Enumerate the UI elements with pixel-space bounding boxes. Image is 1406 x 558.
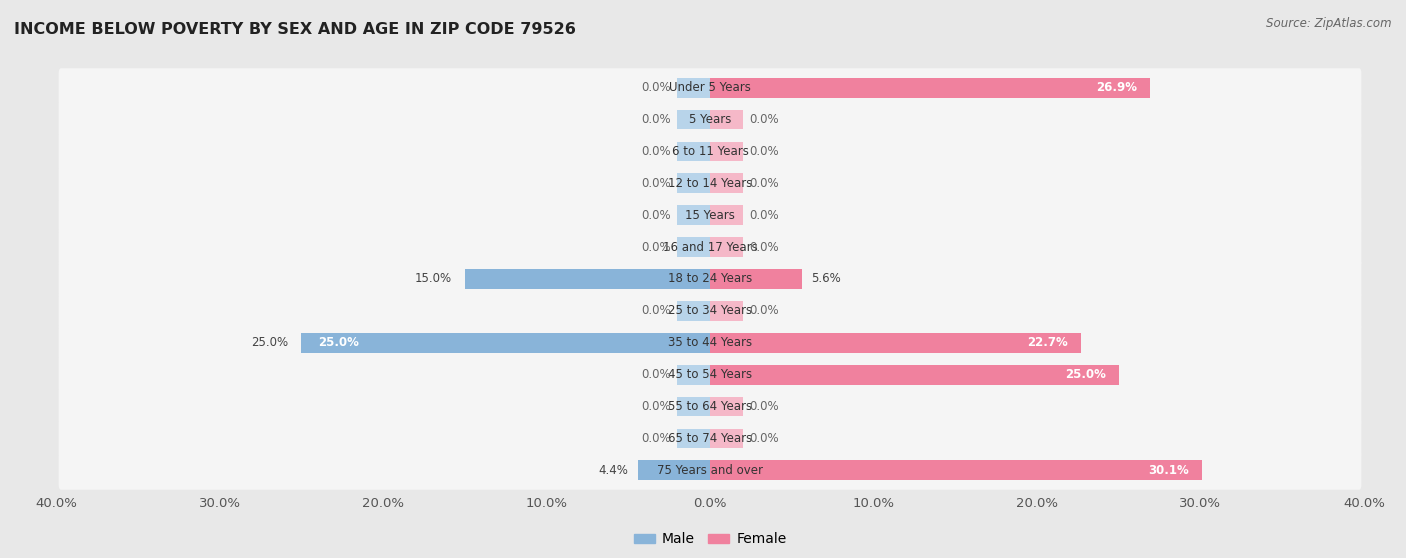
Text: 45 to 54 Years: 45 to 54 Years [668,368,752,381]
Text: Source: ZipAtlas.com: Source: ZipAtlas.com [1267,17,1392,30]
FancyBboxPatch shape [59,259,1361,299]
Text: 55 to 64 Years: 55 to 64 Years [668,400,752,413]
FancyBboxPatch shape [59,323,1361,362]
Text: 0.0%: 0.0% [749,400,779,413]
Bar [710,429,742,448]
Text: 65 to 74 Years: 65 to 74 Years [668,432,752,445]
Bar [710,205,742,225]
Text: 15 Years: 15 Years [685,209,735,222]
Text: 0.0%: 0.0% [749,304,779,318]
FancyBboxPatch shape [59,164,1361,203]
FancyBboxPatch shape [59,387,1361,426]
FancyBboxPatch shape [59,419,1361,458]
Text: 0.0%: 0.0% [749,145,779,158]
Bar [710,397,742,416]
Text: 0.0%: 0.0% [641,145,671,158]
Text: 25.0%: 25.0% [252,336,288,349]
Bar [638,460,710,480]
Text: 16 and 17 Years: 16 and 17 Years [662,240,758,254]
Text: 0.0%: 0.0% [641,304,671,318]
FancyBboxPatch shape [59,100,1361,139]
Bar [678,174,710,193]
Text: 35 to 44 Years: 35 to 44 Years [668,336,752,349]
Text: 0.0%: 0.0% [749,432,779,445]
Text: 18 to 24 Years: 18 to 24 Years [668,272,752,286]
FancyBboxPatch shape [59,196,1361,235]
Bar [465,269,710,289]
Bar [678,397,710,416]
Bar [678,429,710,448]
Text: 26.9%: 26.9% [1095,81,1136,94]
Text: 12 to 14 Years: 12 to 14 Years [668,177,752,190]
Text: 0.0%: 0.0% [641,177,671,190]
Bar [678,78,710,98]
Bar [678,142,710,161]
Bar [710,142,742,161]
Bar [710,269,801,289]
Bar [678,301,710,321]
FancyBboxPatch shape [59,132,1361,171]
Text: 0.0%: 0.0% [749,177,779,190]
Text: 0.0%: 0.0% [749,113,779,126]
Text: 15.0%: 15.0% [415,272,451,286]
Text: 30.1%: 30.1% [1149,464,1189,477]
Text: 4.4%: 4.4% [599,464,628,477]
FancyBboxPatch shape [59,355,1361,394]
Text: 0.0%: 0.0% [641,368,671,381]
Text: INCOME BELOW POVERTY BY SEX AND AGE IN ZIP CODE 79526: INCOME BELOW POVERTY BY SEX AND AGE IN Z… [14,22,576,37]
Text: 25 to 34 Years: 25 to 34 Years [668,304,752,318]
Bar [710,174,742,193]
Text: 6 to 11 Years: 6 to 11 Years [672,145,748,158]
Text: 0.0%: 0.0% [641,113,671,126]
Text: 0.0%: 0.0% [641,432,671,445]
FancyBboxPatch shape [59,228,1361,267]
Text: 0.0%: 0.0% [749,240,779,254]
Text: 75 Years and over: 75 Years and over [657,464,763,477]
Bar [710,460,1202,480]
Bar [710,301,742,321]
Bar [710,333,1081,353]
Bar [678,110,710,129]
Text: Under 5 Years: Under 5 Years [669,81,751,94]
Text: 0.0%: 0.0% [641,400,671,413]
Text: 5.6%: 5.6% [811,272,841,286]
Bar [678,365,710,384]
Text: 0.0%: 0.0% [641,209,671,222]
Text: 5 Years: 5 Years [689,113,731,126]
Text: 22.7%: 22.7% [1028,336,1069,349]
Legend: Male, Female: Male, Female [628,527,792,552]
Text: 0.0%: 0.0% [641,240,671,254]
Bar [301,333,710,353]
FancyBboxPatch shape [59,68,1361,107]
Text: 0.0%: 0.0% [641,81,671,94]
Bar [710,237,742,257]
Text: 25.0%: 25.0% [1064,368,1105,381]
Bar [678,237,710,257]
Bar [710,78,1150,98]
Text: 0.0%: 0.0% [749,209,779,222]
Text: 25.0%: 25.0% [318,336,359,349]
FancyBboxPatch shape [59,451,1361,490]
FancyBboxPatch shape [59,291,1361,330]
Bar [710,365,1119,384]
Bar [710,110,742,129]
Bar [678,205,710,225]
